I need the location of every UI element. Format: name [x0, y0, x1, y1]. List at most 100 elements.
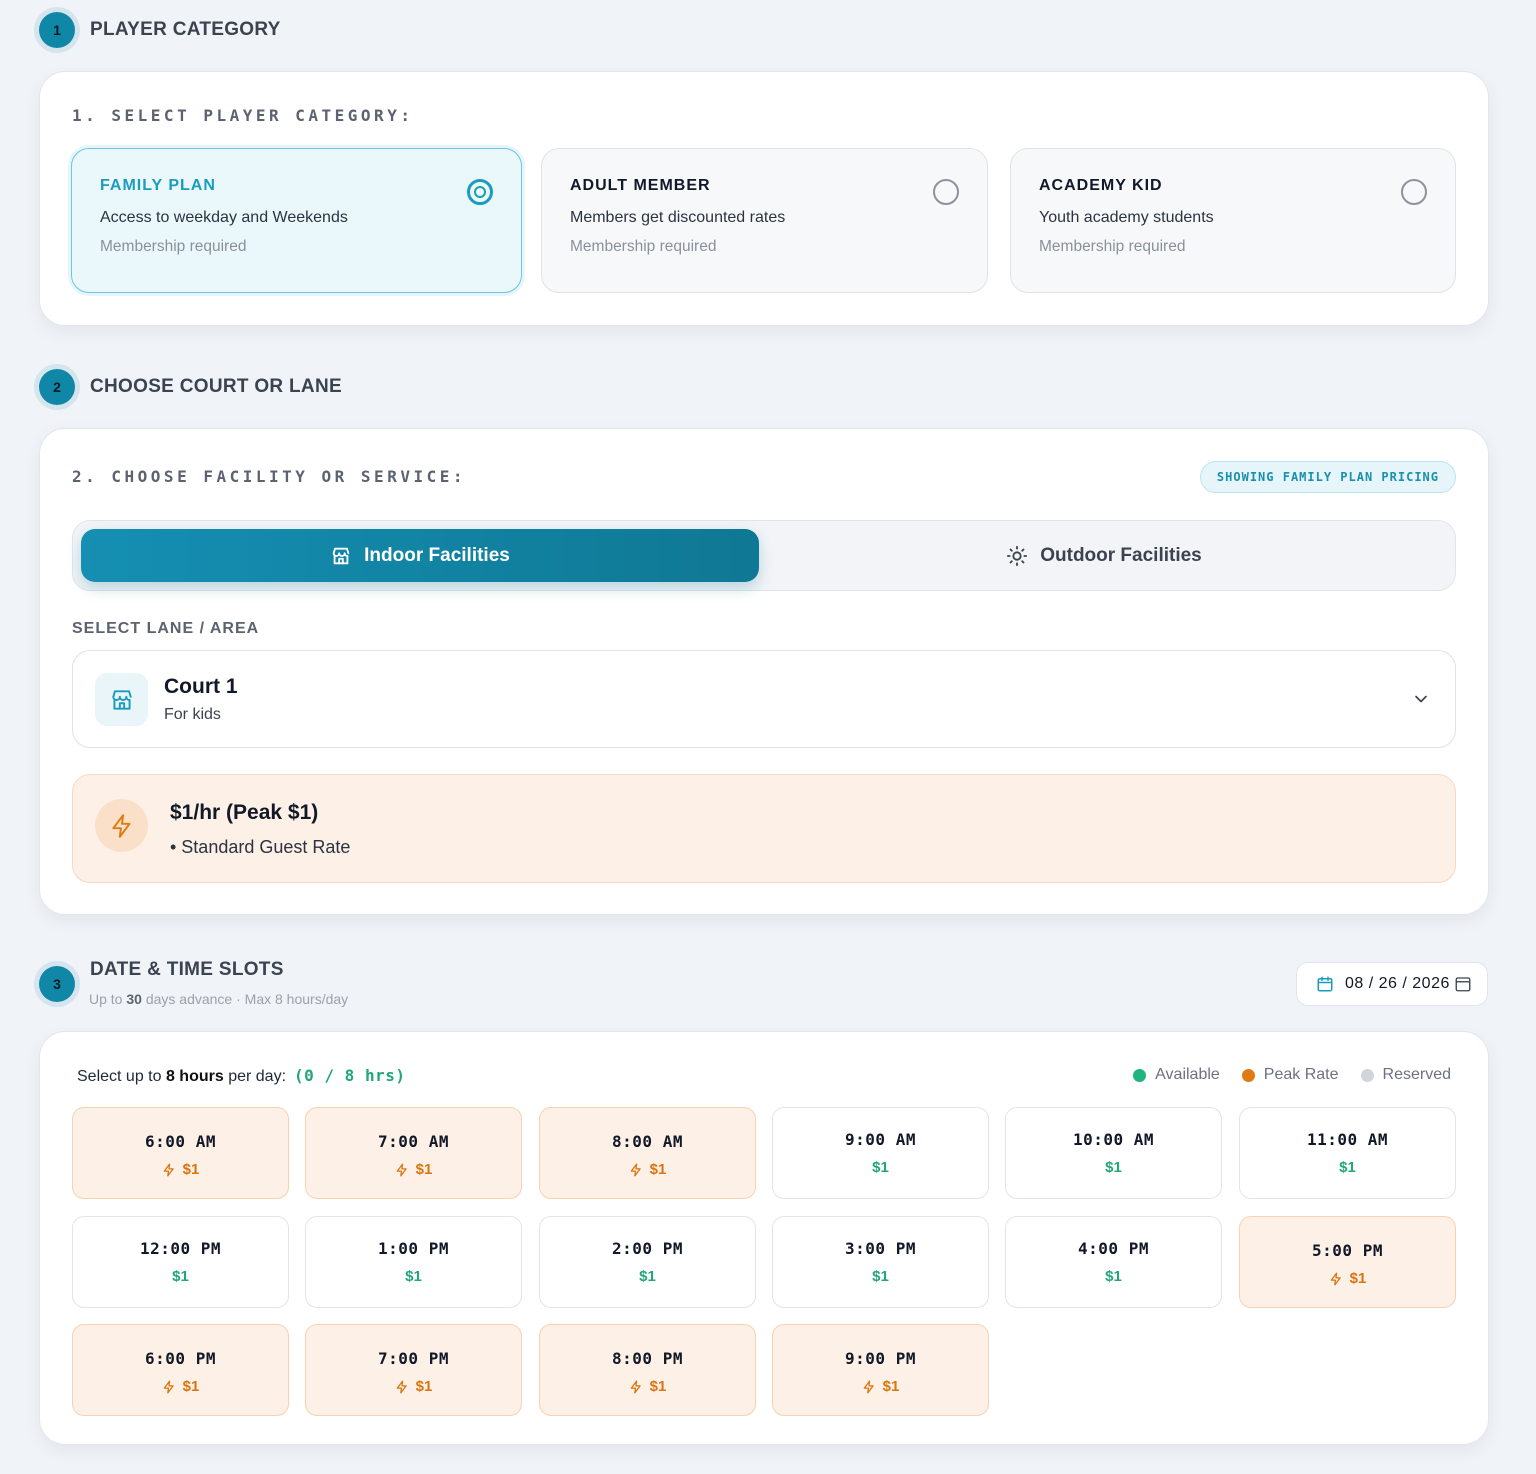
section-title: DATE & TIME SLOTS: [90, 959, 284, 980]
time-slot[interactable]: 3:00 PM $1: [772, 1216, 989, 1308]
time-slot[interactable]: 8:00 AM $1: [539, 1107, 756, 1199]
time-slot[interactable]: 6:00 PM $1: [72, 1324, 289, 1416]
slot-price: $1: [1240, 1270, 1455, 1287]
slot-time: 8:00 AM: [612, 1132, 683, 1151]
tab-label: Indoor Facilities: [364, 544, 510, 566]
radio-unselected-icon[interactable]: [933, 179, 959, 205]
category-title: ACADEMY KID: [1039, 177, 1163, 194]
bolt-icon: [863, 1380, 874, 1393]
slot-time: 6:00 PM: [145, 1349, 216, 1368]
legend: Available Peak Rate Reserved: [1111, 1066, 1451, 1084]
rate-main: $1/hr (Peak $1): [170, 801, 319, 824]
pricing-pill: SHOWING FAMILY PLAN PRICING: [1199, 461, 1456, 493]
slot-price: $1: [405, 1268, 422, 1285]
time-slot[interactable]: 12:00 PM $1: [72, 1216, 289, 1308]
category-note: Membership required: [1039, 238, 1186, 255]
rate-box: $1/hr (Peak $1) • Standard Guest Rate: [72, 774, 1456, 883]
calendar-icon: [1317, 976, 1333, 992]
slot-time: 7:00 AM: [378, 1132, 449, 1151]
category-title: ADULT MEMBER: [570, 177, 711, 194]
tab-outdoor-facilities[interactable]: Outdoor Facilities: [759, 529, 1449, 582]
time-slot[interactable]: 8:00 PM $1: [539, 1324, 756, 1416]
step-badge: 2: [39, 369, 75, 405]
slot-price: $1: [1105, 1268, 1122, 1285]
category-family-plan[interactable]: FAMILY PLAN Access to weekday and Weeken…: [71, 148, 522, 293]
bolt-icon: [111, 813, 131, 838]
time-slot[interactable]: 7:00 AM $1: [305, 1107, 522, 1199]
time-slot[interactable]: 10:00 AM $1: [1005, 1107, 1222, 1199]
lane-label: SELECT LANE / AREA: [72, 620, 260, 637]
time-slot[interactable]: 6:00 AM $1: [72, 1107, 289, 1199]
card-label: 1. SELECT PLAYER CATEGORY:: [72, 106, 414, 125]
slot-time: 7:00 PM: [378, 1349, 449, 1368]
slot-time: 2:00 PM: [612, 1239, 683, 1258]
facility-toggle: Indoor Facilities Outdoor Facilities: [72, 520, 1456, 591]
time-slot[interactable]: 9:00 PM $1: [772, 1324, 989, 1416]
section-header-player-category: 1 PLAYER CATEGORY: [39, 12, 281, 48]
time-slot[interactable]: 1:00 PM $1: [305, 1216, 522, 1308]
calendar-picker-icon[interactable]: [1454, 975, 1472, 993]
category-title: FAMILY PLAN: [100, 177, 216, 194]
time-slots-card: Select up to 8 hours per day: (0 / 8 hrs)…: [39, 1031, 1489, 1445]
slot-price: $1: [540, 1378, 755, 1395]
slot-price: $1: [172, 1268, 189, 1285]
bolt-icon: [630, 1380, 641, 1393]
peak-dot-icon: [1241, 1068, 1255, 1082]
date-value: 08 / 26 / 2026: [1345, 975, 1450, 992]
slot-price: $1: [872, 1159, 889, 1176]
section-subtitle: Up to 30 days advance · Max 8 hours/day: [89, 991, 349, 1007]
bolt-icon: [396, 1163, 407, 1176]
radio-unselected-icon[interactable]: [1401, 179, 1427, 205]
available-dot-icon: [1133, 1068, 1147, 1082]
slot-price: $1: [872, 1268, 889, 1285]
time-slot[interactable]: 9:00 AM $1: [772, 1107, 989, 1199]
slot-time: 3:00 PM: [845, 1239, 916, 1258]
chevron-down-icon: [1415, 695, 1427, 703]
sun-icon: [1007, 545, 1028, 566]
time-slot[interactable]: 5:00 PM $1: [1239, 1216, 1456, 1308]
time-slot[interactable]: 11:00 AM $1: [1239, 1107, 1456, 1199]
slot-price: $1: [773, 1378, 988, 1395]
tab-indoor-facilities[interactable]: Indoor Facilities: [81, 529, 759, 582]
store-icon: [111, 689, 132, 710]
category-note: Membership required: [100, 238, 247, 255]
category-note: Membership required: [570, 238, 717, 255]
slots-info: Select up to 8 hours per day: (0 / 8 hrs): [77, 1066, 406, 1085]
slot-time: 1:00 PM: [378, 1239, 449, 1258]
lane-name: Court 1: [164, 675, 238, 698]
category-academy-kid[interactable]: ACADEMY KID Youth academy students Membe…: [1010, 148, 1456, 293]
slot-time: 5:00 PM: [1312, 1241, 1383, 1260]
slot-price: $1: [639, 1268, 656, 1285]
category-adult-member[interactable]: ADULT MEMBER Members get discounted rate…: [541, 148, 988, 293]
legend-available: Available: [1133, 1066, 1220, 1084]
tab-label: Outdoor Facilities: [1040, 544, 1202, 566]
section-header-court: 2 CHOOSE COURT OR LANE: [39, 369, 342, 405]
bolt-icon: [163, 1380, 174, 1393]
player-category-card: 1. SELECT PLAYER CATEGORY: FAMILY PLAN A…: [39, 71, 1489, 326]
legend-peak: Peak Rate: [1241, 1066, 1339, 1084]
slot-price: $1: [306, 1378, 521, 1395]
slot-price: $1: [73, 1378, 288, 1395]
date-input[interactable]: 08 / 26 / 2026: [1296, 962, 1488, 1006]
radio-selected-icon[interactable]: [467, 179, 493, 205]
slot-time: 11:00 AM: [1306, 1130, 1389, 1149]
bolt-icon: [630, 1163, 641, 1176]
bolt-icon: [1330, 1272, 1341, 1285]
slot-time: 10:00 AM: [1072, 1130, 1155, 1149]
step-badge: 1: [39, 12, 75, 48]
slot-time: 9:00 PM: [845, 1349, 916, 1368]
slot-price: $1: [1105, 1159, 1122, 1176]
slot-price: $1: [1339, 1159, 1356, 1176]
time-slot[interactable]: 7:00 PM $1: [305, 1324, 522, 1416]
hours-count: (0 / 8 hrs): [294, 1066, 406, 1085]
slot-time: 12:00 PM: [139, 1239, 222, 1258]
step-badge: 3: [39, 966, 75, 1002]
facility-card: 2. CHOOSE FACILITY OR SERVICE: SHOWING F…: [39, 428, 1489, 915]
lane-select[interactable]: Court 1 For kids: [72, 650, 1456, 748]
time-slot[interactable]: 2:00 PM $1: [539, 1216, 756, 1308]
slot-time: 9:00 AM: [845, 1130, 916, 1149]
reserved-dot-icon: [1360, 1068, 1374, 1082]
section-header-date-time: 3 DATE & TIME SLOTS: [39, 959, 284, 1002]
category-desc: Youth academy students: [1039, 209, 1214, 226]
time-slot[interactable]: 4:00 PM $1: [1005, 1216, 1222, 1308]
